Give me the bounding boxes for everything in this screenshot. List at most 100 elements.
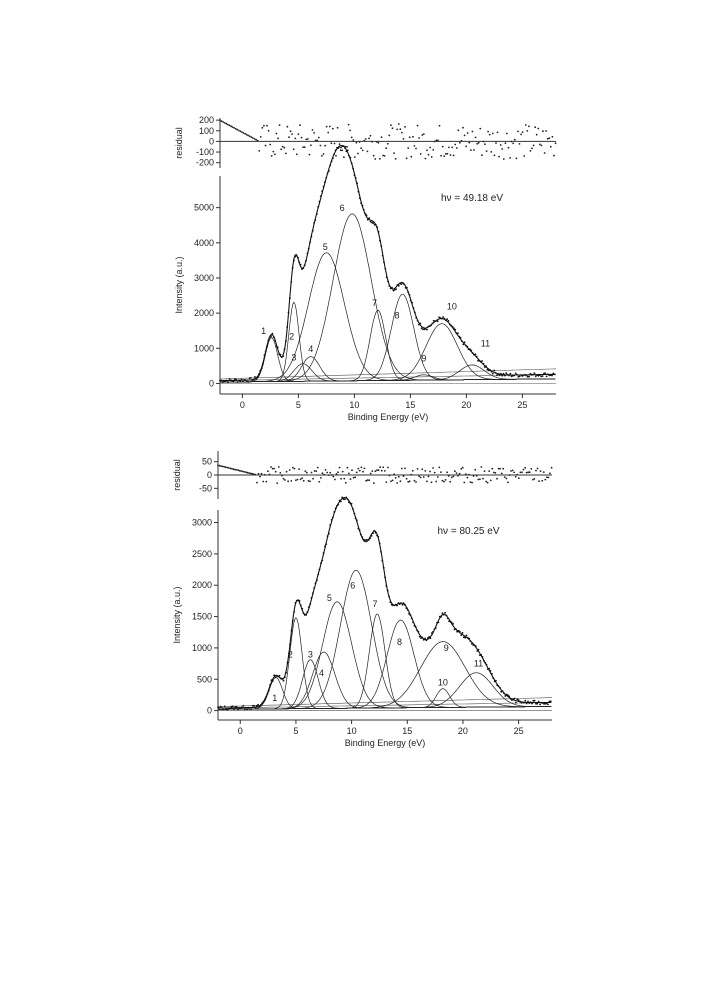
panel2-residual-point xyxy=(528,471,531,474)
panel1-residual-point xyxy=(419,153,422,155)
panel2-data-point xyxy=(492,677,495,680)
panel2-residual-point xyxy=(432,467,434,469)
panel2-residual-point xyxy=(388,474,391,477)
panel2-data-point xyxy=(488,667,491,670)
panel1-residual-point xyxy=(407,147,410,150)
panel2-data-point xyxy=(384,576,386,579)
panel1-residual-point xyxy=(278,124,281,126)
panel1-residual-point xyxy=(385,147,388,150)
panel2-peak-label-5: 5 xyxy=(327,593,332,603)
panel1-data-point xyxy=(462,343,465,346)
panel2-data-point xyxy=(449,620,452,623)
panel2-residual-point xyxy=(309,480,311,483)
panel1-residual-point xyxy=(236,128,239,131)
panel1-data-point xyxy=(458,335,461,338)
panel1-data-point xyxy=(501,374,504,377)
panel2-residual-point xyxy=(224,466,227,469)
panel2-residual-point xyxy=(397,475,400,478)
panel2-residual-point xyxy=(246,471,249,474)
panel1-data-point xyxy=(422,328,424,331)
panel1-residual-point xyxy=(548,137,551,140)
panel1-residual-point xyxy=(507,146,510,149)
panel1-residual-point xyxy=(364,138,367,140)
panel2-residual-point xyxy=(426,480,428,483)
panel1-residual-point xyxy=(545,130,547,132)
panel1-data-point xyxy=(428,325,431,328)
panel1-residual-point xyxy=(437,139,439,142)
panel2-data-point xyxy=(239,707,242,710)
panel1-data-point xyxy=(274,339,276,342)
panel1-data-point xyxy=(362,209,365,211)
panel1-residual-point xyxy=(245,133,248,136)
panel1-data-point xyxy=(530,374,533,376)
panel1-residual-point xyxy=(396,128,399,131)
panel2-x-tick-label: 10 xyxy=(347,726,357,736)
panel1-data-point xyxy=(227,381,230,384)
panel2-data-point xyxy=(254,706,257,709)
panel1-data-point xyxy=(314,219,317,221)
panel1-data-point xyxy=(334,149,337,152)
panel1-residual-point xyxy=(295,153,298,156)
panel2-residual-point xyxy=(450,476,453,479)
panel1-data-point xyxy=(399,282,401,285)
panel2-y-tick-label: 3000 xyxy=(192,518,212,528)
panel2-data-point xyxy=(357,527,360,530)
panel2-residual-point xyxy=(421,468,424,471)
panel1-data-point xyxy=(344,147,346,149)
panel2-data-point xyxy=(401,604,404,606)
panel1-data-point xyxy=(271,332,274,335)
panel1-data-point xyxy=(262,363,264,365)
panel2-data-point xyxy=(527,700,529,703)
panel1-residual-point xyxy=(314,139,317,142)
panel2-data-point xyxy=(261,702,263,705)
panel2-data-point xyxy=(321,559,324,562)
panel2-data-point xyxy=(418,635,421,638)
panel2-data-point xyxy=(413,624,416,627)
panel2-data-point xyxy=(378,542,381,545)
panel1-data-point xyxy=(380,245,383,248)
panel1-residual-point xyxy=(408,136,411,139)
panel1-data-point xyxy=(552,372,555,375)
panel1-data-point xyxy=(545,375,548,378)
panel2-data-point xyxy=(324,545,326,548)
panel2-data-point xyxy=(456,630,458,633)
panel2-residual-point xyxy=(228,467,230,469)
panel2-data-point xyxy=(233,708,235,711)
panel2-data-point xyxy=(348,501,350,504)
panel1-residual-point xyxy=(397,123,400,125)
panel1-residual-point xyxy=(388,134,391,137)
panel2-residual-point xyxy=(354,476,357,479)
panel2-residual-point xyxy=(401,467,403,470)
panel2-residual-point xyxy=(299,478,302,481)
panel2-data-point xyxy=(519,700,521,703)
panel2-residual-point xyxy=(235,469,238,471)
panel1-residual-point xyxy=(341,149,344,152)
panel2-residual-point xyxy=(399,480,402,483)
panel1-residual-point xyxy=(432,149,435,151)
panel2-residual-tick-label: 0 xyxy=(207,470,212,480)
panel1-residual-point xyxy=(509,157,511,159)
panel1-residual-point xyxy=(535,133,538,136)
panel2-data-point xyxy=(336,504,338,507)
panel1-data-point xyxy=(427,325,430,328)
panel2-data-point xyxy=(312,592,314,595)
panel1-data-point xyxy=(447,320,450,322)
panel2-residual-point xyxy=(533,478,536,480)
panel1-data-point xyxy=(244,379,247,382)
panel1-data-point xyxy=(381,254,384,257)
panel1-data-point xyxy=(326,172,329,175)
panel2-data-point xyxy=(497,685,500,687)
panel2-peak-label-11: 11 xyxy=(474,659,483,669)
panel2-residual-point xyxy=(438,466,441,469)
panel2-data-point xyxy=(246,708,249,711)
panel1-residual-point xyxy=(291,133,293,136)
panel2-residual-point xyxy=(307,480,310,482)
panel2-residual-point xyxy=(358,469,361,472)
panel2-residual-point xyxy=(332,475,335,478)
panel1-residual-point xyxy=(537,127,540,130)
panel1-data-point xyxy=(305,259,307,262)
panel1-residual-point xyxy=(539,143,541,146)
panel1-data-point xyxy=(500,372,502,375)
panel1-residual-tick-label: 100 xyxy=(199,126,214,136)
panel1-data-point xyxy=(318,200,321,203)
